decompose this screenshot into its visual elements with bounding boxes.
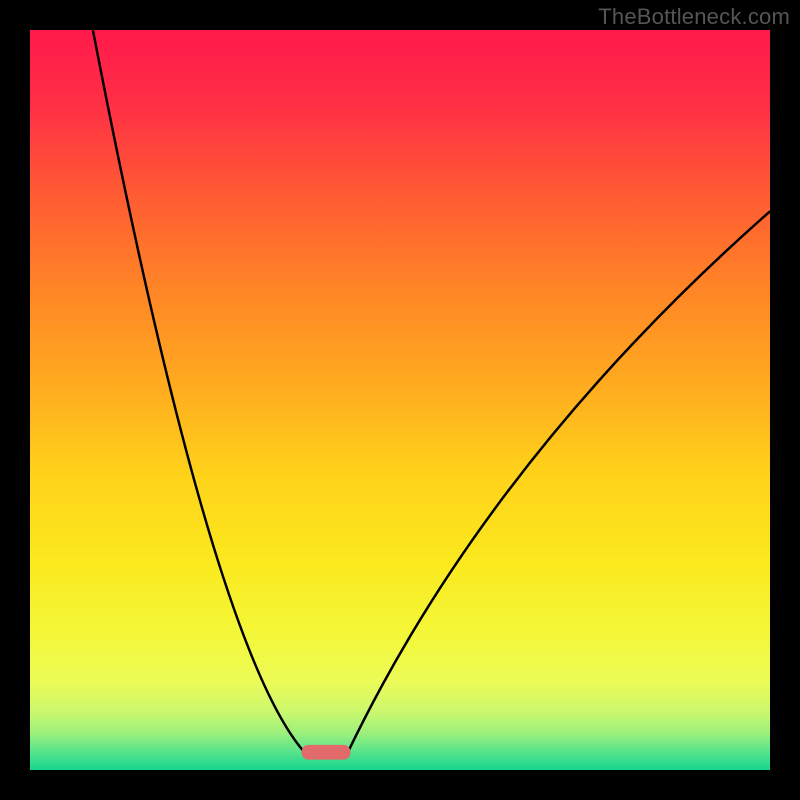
plot-background — [30, 30, 770, 770]
optimal-zone-marker — [302, 745, 351, 760]
bottleneck-chart — [0, 0, 800, 800]
watermark-text: TheBottleneck.com — [598, 4, 790, 30]
chart-container: TheBottleneck.com — [0, 0, 800, 800]
